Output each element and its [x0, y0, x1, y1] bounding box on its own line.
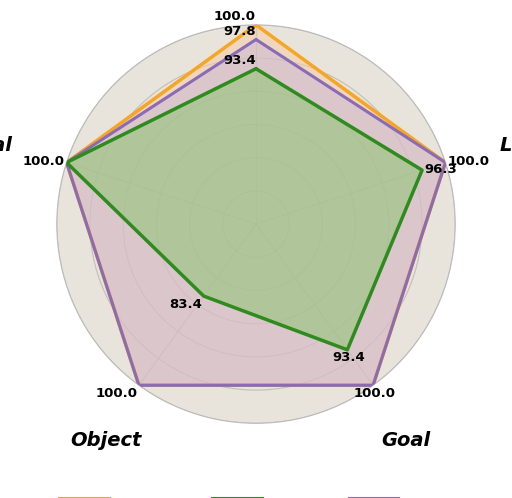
Legend: UADA, UPA, TMA: UADA, UPA, TMA [52, 491, 460, 498]
Polygon shape [67, 25, 445, 385]
Text: 97.8: 97.8 [223, 24, 256, 37]
Text: 100.0: 100.0 [447, 155, 489, 168]
Text: 96.3: 96.3 [424, 163, 457, 176]
Text: 93.4: 93.4 [332, 352, 365, 365]
Text: 100.0: 100.0 [23, 155, 65, 168]
Polygon shape [67, 69, 422, 350]
Text: Goal: Goal [382, 431, 431, 450]
Text: 93.4: 93.4 [223, 54, 256, 67]
Text: Long: Long [499, 135, 512, 154]
Text: 100.0: 100.0 [214, 10, 256, 23]
Text: 83.4: 83.4 [169, 298, 203, 311]
Text: 100.0: 100.0 [96, 387, 138, 400]
Text: Spatial: Spatial [0, 135, 13, 154]
Text: Object: Object [70, 431, 141, 450]
Text: 100.0: 100.0 [353, 387, 395, 400]
Polygon shape [67, 39, 445, 385]
